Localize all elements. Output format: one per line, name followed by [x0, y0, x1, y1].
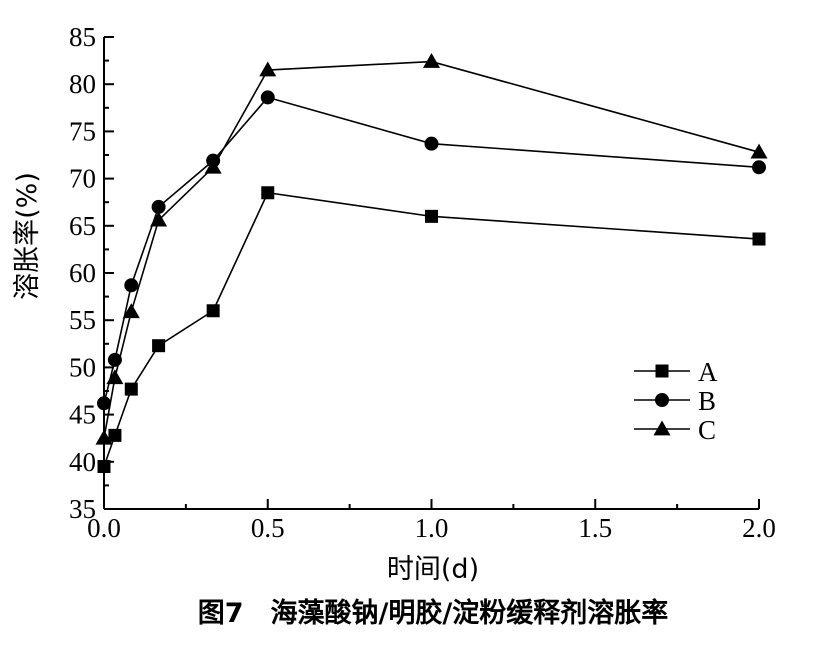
- data-point-A: [261, 186, 275, 200]
- x-tick-label: 0.0: [87, 513, 121, 543]
- x-tick-label: 2.0: [742, 513, 776, 543]
- data-point-B: [97, 396, 111, 411]
- data-point-A: [425, 209, 438, 223]
- legend-marker: [655, 364, 669, 378]
- axes: [103, 37, 759, 510]
- legend-marker: [653, 420, 671, 436]
- x-tick-label: 1.0: [415, 513, 449, 543]
- y-tick-label: 80: [69, 69, 96, 99]
- y-tick-label: 70: [69, 164, 96, 194]
- legend-label: C: [698, 415, 716, 445]
- legend: ABC: [634, 357, 718, 445]
- data-point-B: [260, 90, 275, 105]
- data-point-A: [108, 428, 122, 442]
- legend-marker: [655, 393, 669, 407]
- y-tick-label: 85: [69, 22, 96, 52]
- y-axis-label: 溶胀率(%): [12, 172, 43, 300]
- data-point-C: [750, 143, 768, 159]
- data-point-A: [152, 339, 166, 353]
- y-tick-label: 75: [69, 116, 96, 146]
- y-tick-label: 65: [69, 211, 96, 241]
- data-point-C: [106, 369, 124, 385]
- series-A: [97, 186, 766, 474]
- y-ticks: 35 40 45 50 55 60 65 70 75 80 85: [69, 22, 114, 524]
- data-point-B: [151, 199, 166, 214]
- y-tick-label: 45: [69, 400, 96, 430]
- series-B: [97, 90, 766, 411]
- legend-item-A: A: [634, 357, 718, 387]
- x-ticks: 0.0 0.5 1.0 1.5 2.0: [87, 499, 776, 543]
- data-point-B: [424, 136, 439, 151]
- data-point-C: [95, 429, 113, 445]
- y-tick-label: 50: [69, 352, 96, 382]
- data-point-C: [423, 53, 440, 68]
- legend-item-C: C: [634, 415, 716, 445]
- series-line: [103, 96, 760, 404]
- data-point-C: [204, 158, 222, 174]
- data-point-B: [124, 278, 139, 293]
- figure-caption: 图7 海藻酸钠/明胶/淀粉缓释剂溶胀率: [198, 597, 669, 629]
- data-point-A: [206, 304, 220, 318]
- data-point-C: [122, 303, 140, 319]
- data-point-B: [752, 160, 766, 175]
- x-tick-label: 1.5: [578, 513, 612, 543]
- legend-label: B: [698, 386, 716, 416]
- x-axis-label: 时间(d): [387, 554, 479, 585]
- y-tick-label: 55: [69, 305, 96, 335]
- data-point-A: [124, 382, 138, 396]
- series-C: [95, 53, 768, 445]
- legend-item-B: B: [634, 386, 716, 416]
- y-tick-label: 40: [69, 447, 96, 477]
- y-tick-label: 35: [69, 494, 96, 524]
- plot-area: [95, 53, 768, 474]
- series-line: [103, 60, 760, 439]
- data-point-A: [97, 460, 111, 474]
- series-line: [103, 191, 760, 467]
- data-point-C: [259, 61, 277, 77]
- legend-label: A: [698, 357, 718, 387]
- data-point-C: [150, 211, 168, 227]
- y-tick-label: 60: [69, 258, 96, 288]
- data-point-A: [752, 232, 766, 246]
- x-tick-label: 0.5: [251, 513, 285, 543]
